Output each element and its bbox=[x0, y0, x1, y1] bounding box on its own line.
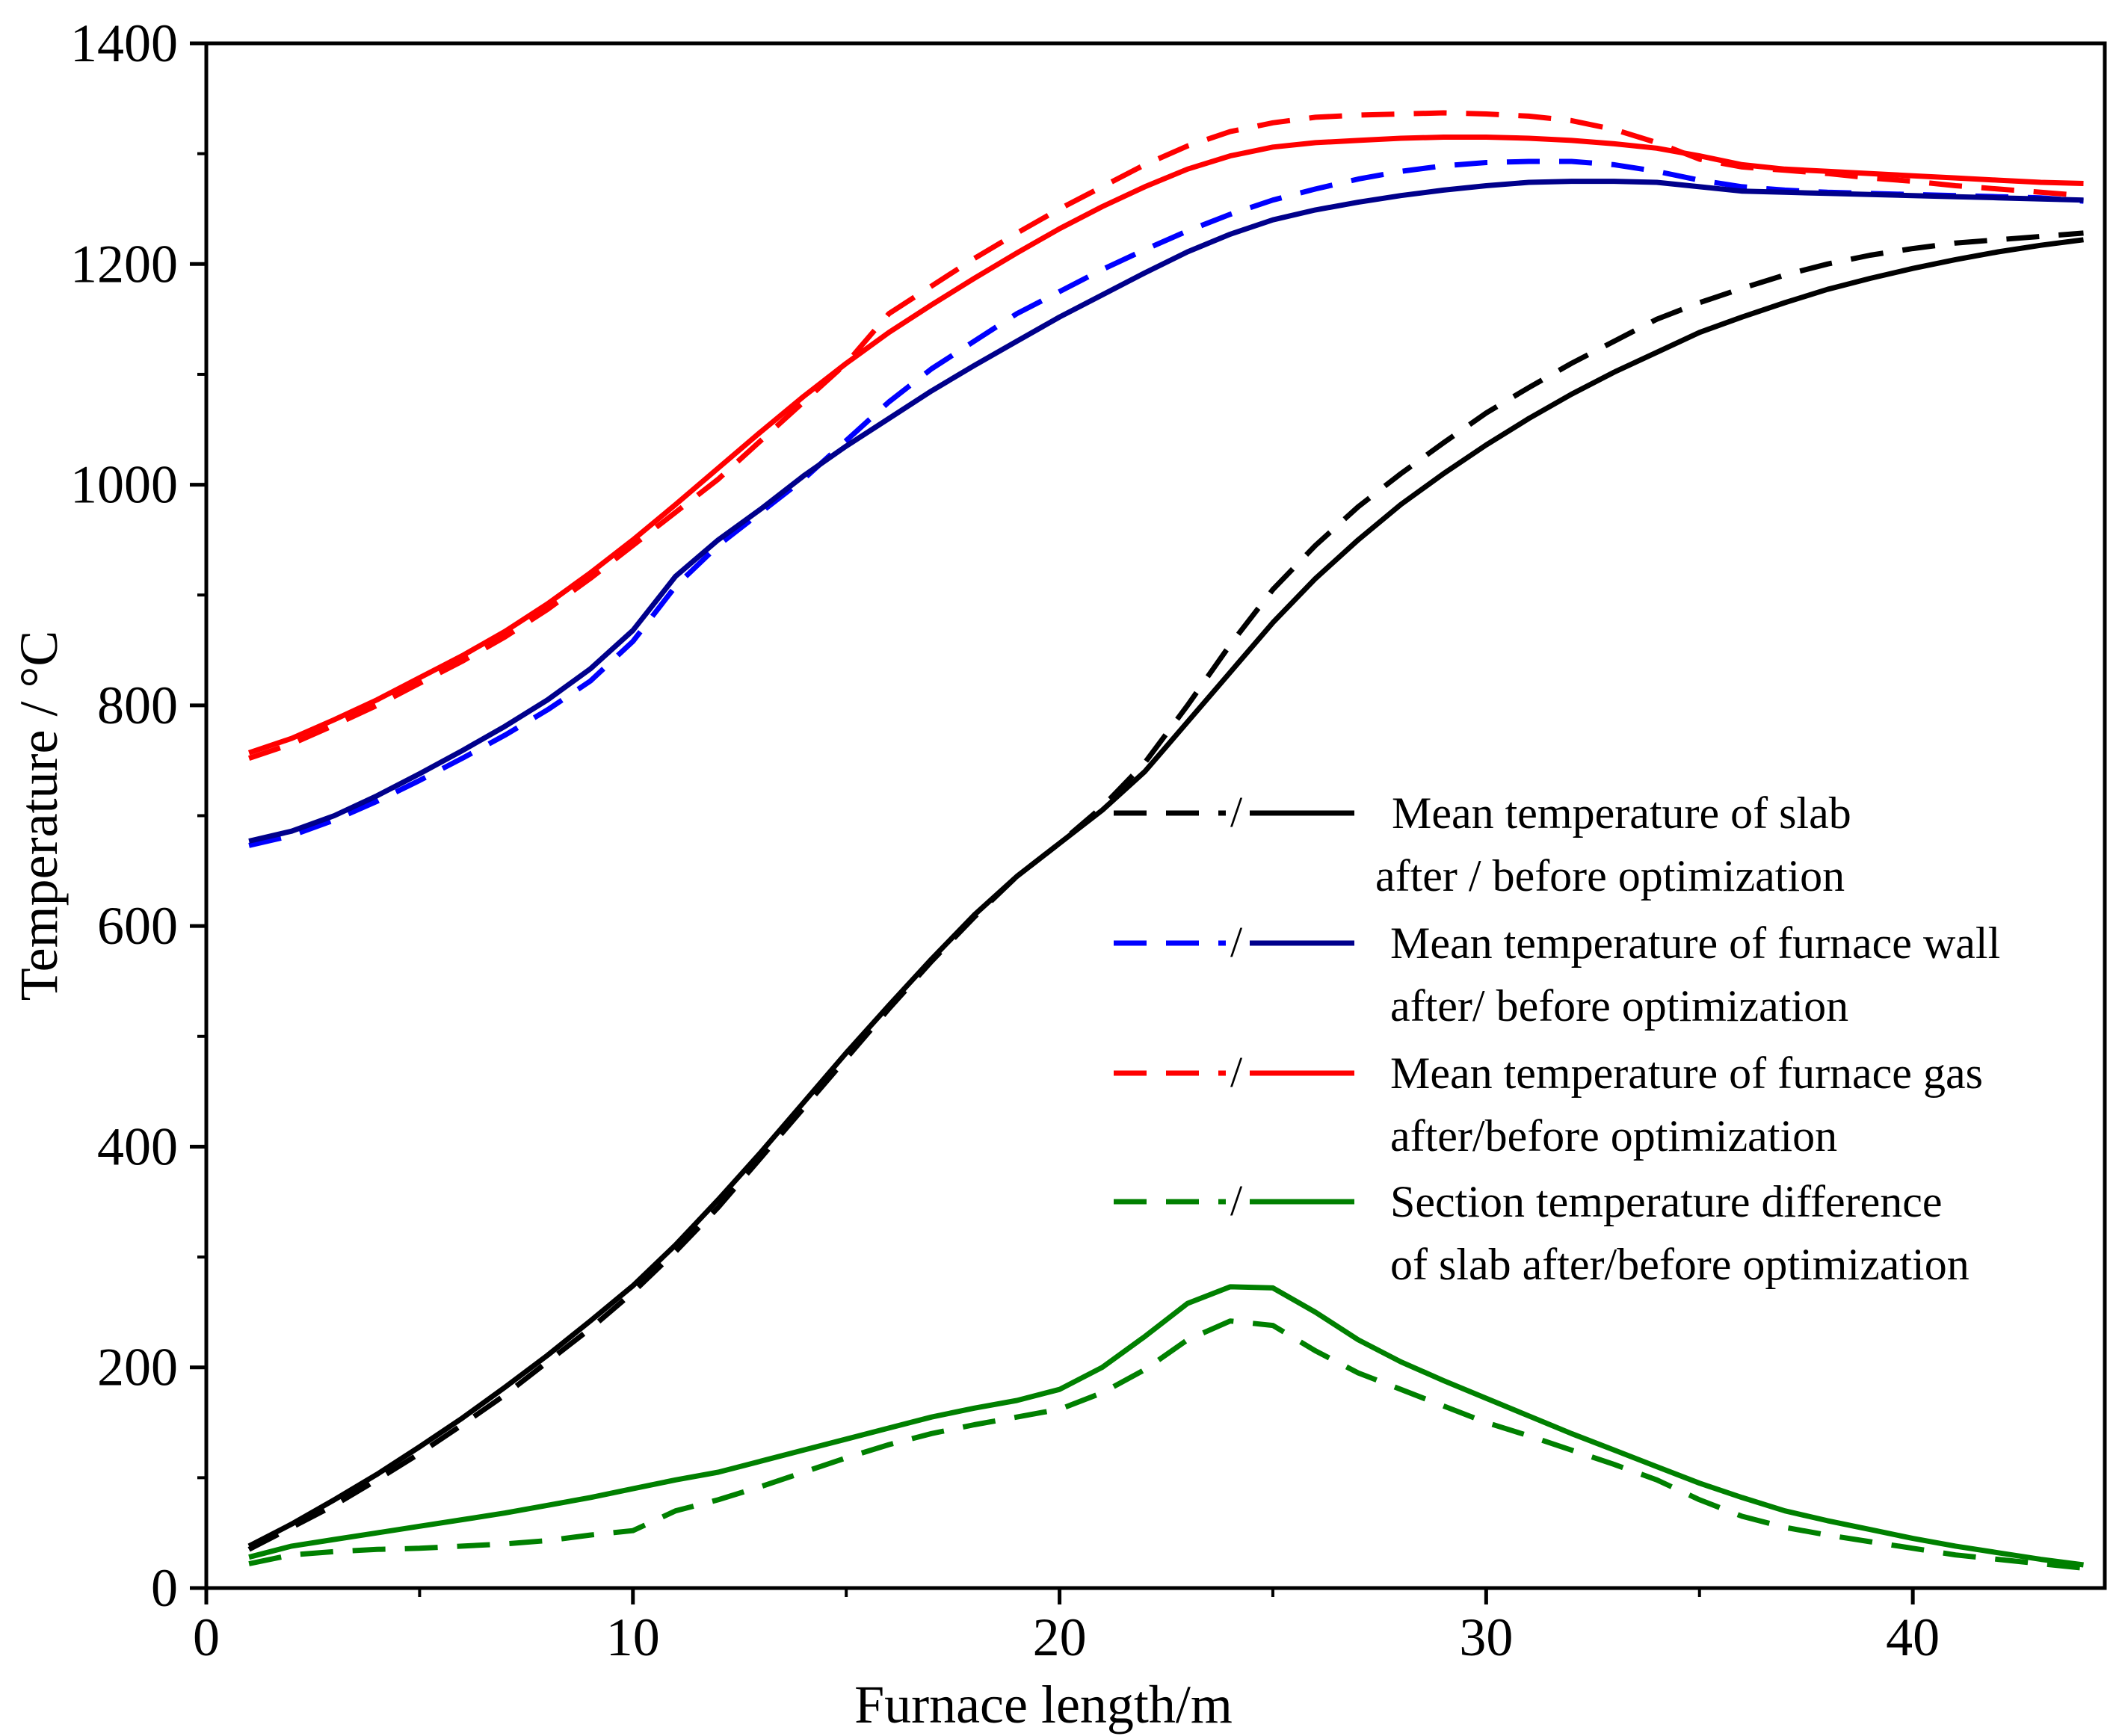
legend-label-line2-0: after / before optimization bbox=[1375, 851, 1845, 901]
legend-entry-0: / Mean temperature of slab after / before … bbox=[1114, 788, 1851, 901]
series-line-4 bbox=[247, 110, 2084, 762]
series-line-0 bbox=[247, 230, 2084, 1552]
y-axis-title: Temperature / °C bbox=[9, 631, 69, 1001]
y-tick-label-1: 200 bbox=[97, 1338, 178, 1397]
legend-entry-3: / Section temperature difference of slab a… bbox=[1114, 1176, 1970, 1289]
y-tick-label-3: 600 bbox=[97, 896, 178, 956]
legend-label-line2-2: after/before optimization bbox=[1390, 1111, 1837, 1161]
y-tick-label-4: 800 bbox=[97, 676, 178, 735]
y-tick-label-0: 0 bbox=[151, 1558, 178, 1618]
legend-label-line1-3: Section temperature difference bbox=[1390, 1177, 1943, 1226]
legend-label-line1-2: Mean temperature of furnace gas bbox=[1390, 1048, 1983, 1098]
legend-label-line2-1: after/ before optimization bbox=[1390, 981, 1848, 1031]
legend-separator-2: / bbox=[1230, 1048, 1243, 1096]
series-line-3 bbox=[248, 179, 2084, 844]
x-tick-label-4: 40 bbox=[1886, 1607, 1940, 1667]
x-tick-label-3: 30 bbox=[1459, 1607, 1513, 1667]
legend-layer: / Mean temperature of slab after / before … bbox=[1114, 788, 2000, 1289]
legend-separator-0: / bbox=[1230, 788, 1243, 836]
y-tick-label-6: 1200 bbox=[70, 234, 178, 294]
series-layer bbox=[247, 110, 2084, 1571]
series-line-7 bbox=[248, 1284, 2084, 1568]
legend-separator-1: / bbox=[1230, 918, 1243, 966]
x-tick-label-2: 20 bbox=[1033, 1607, 1087, 1667]
y-tick-label-5: 1000 bbox=[70, 455, 178, 515]
legend-label-line1-0: Mean temperature of slab bbox=[1392, 788, 1851, 838]
y-tick-label-2: 400 bbox=[97, 1116, 178, 1176]
legend-label-line2-3: of slab after/before optimization bbox=[1390, 1240, 1970, 1289]
x-tick-label-1: 10 bbox=[606, 1607, 660, 1667]
legend-entry-1: / Mean temperature of furnace wall after/ … bbox=[1114, 918, 2000, 1031]
x-axis-title: Furnace length/m bbox=[854, 1675, 1233, 1735]
axes-layer: 0 10 20 30 400200400600800100012001400Furnac… bbox=[9, 13, 2107, 1735]
series-line-6 bbox=[248, 1318, 2084, 1571]
legend-label-line1-1: Mean temperature of furnace wall bbox=[1390, 918, 2000, 968]
x-tick-label-0: 0 bbox=[193, 1607, 220, 1667]
y-tick-label-7: 1400 bbox=[70, 13, 178, 73]
legend-entry-2: / Mean temperature of furnace gas after/be… bbox=[1114, 1048, 1983, 1161]
legend-separator-3: / bbox=[1230, 1176, 1243, 1225]
series-line-1 bbox=[247, 237, 2084, 1549]
series-line-5 bbox=[247, 135, 2084, 756]
